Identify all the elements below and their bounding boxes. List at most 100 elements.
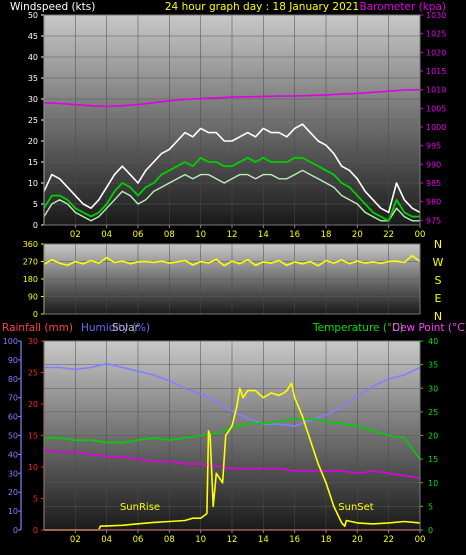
climate-panel-x-ticks: 02 04 06 08 10 12 14 16 18 20 22 00 [70, 530, 425, 545]
chart-title: 24 hour graph day : 18 January 2021 [165, 1, 359, 13]
x-tick-label: 14 [258, 535, 269, 545]
direction-ticks: 0 90 180 270 360 [23, 240, 45, 319]
y-tick-label: 5 [33, 495, 38, 504]
compass-label: E [435, 292, 442, 305]
y-tick-label: 25 [428, 408, 438, 417]
compass-label: W [433, 256, 444, 269]
dew_point-line [43, 448, 421, 479]
y-tick-label: 15 [28, 158, 38, 167]
y-tick-label: 40 [28, 53, 38, 62]
temperature-ticks: 0 5 10 15 20 25 30 35 40 [420, 337, 438, 535]
y-tick-label: 20 [28, 137, 38, 146]
barometer-ticks: 975 980 985 990 995 1000 1005 1010 1015 1020 1025 1… [420, 11, 446, 225]
wind-panel-x-ticks: 02 04 06 08 10 12 14 16 18 20 22 00 [70, 225, 425, 240]
y-tick-label: 50 [8, 432, 18, 441]
y-tick-label: 1005 [426, 104, 446, 113]
windspeed-ticks: 0 5 10 15 20 25 30 35 40 45 50 [28, 11, 45, 230]
wind-panel-frame [43, 14, 421, 226]
sunrise-label: SunRise [120, 502, 160, 513]
y-tick-label: 40 [8, 450, 18, 459]
y-tick-label: 360 [23, 240, 38, 249]
x-tick-label: 08 [164, 230, 175, 240]
y-tick-label: 0 [33, 310, 38, 319]
y-tick-label: 90 [8, 356, 18, 365]
x-tick-label: 14 [258, 230, 269, 240]
direction-series [43, 254, 421, 267]
y-tick-label: 25 [28, 369, 38, 378]
y-tick-label: 60 [8, 413, 18, 422]
y-tick-label: 30 [28, 95, 38, 104]
humidity-ticks: 0 10 20 30 40 50 60 70 80 90 100 [3, 337, 22, 535]
y-tick-label: 1000 [426, 123, 446, 132]
x-tick-label: 10 [195, 230, 206, 240]
solar-legend: Solar [112, 322, 139, 334]
rainfall-ticks: 0 5 10 15 20 25 30 [28, 337, 45, 535]
y-tick-label: 0 [13, 526, 18, 535]
x-tick-label: 12 [227, 230, 238, 240]
y-tick-label: 20 [8, 488, 18, 497]
x-tick-label: 22 [383, 535, 394, 545]
temperature-line [44, 418, 421, 460]
x-tick-label: 18 [321, 535, 332, 545]
y-tick-label: 10 [428, 479, 438, 488]
x-tick-label: 04 [101, 535, 112, 545]
y-tick-label: 45 [28, 32, 38, 41]
average-line [43, 156, 420, 222]
y-tick-label: 985 [426, 179, 441, 188]
x-tick-label: 18 [321, 230, 332, 240]
barometer-line [43, 88, 421, 108]
x-tick-label: 06 [133, 230, 144, 240]
y-tick-label: 30 [28, 337, 38, 346]
y-tick-label: 30 [428, 384, 438, 393]
direction-line [43, 254, 421, 267]
y-tick-label: 10 [28, 463, 38, 472]
y-tick-label: 10 [8, 507, 18, 516]
y-tick-label: 1025 [426, 30, 446, 39]
rainfall-legend: Rainfall (mm) [2, 322, 73, 334]
dew-point-legend: Dew Point (°C) [392, 322, 466, 334]
y-tick-label: 975 [426, 216, 441, 225]
y-tick-label: 15 [28, 432, 38, 441]
x-tick-label: 16 [289, 535, 300, 545]
wind-series [43, 88, 421, 222]
y-tick-label: 0 [33, 526, 38, 535]
y-tick-label: 90 [28, 293, 38, 302]
y-tick-label: 10 [28, 179, 38, 188]
sunset-label: SunSet [338, 502, 374, 513]
y-tick-label: 5 [33, 200, 38, 209]
direction-panel-frame [43, 243, 421, 315]
y-tick-label: 270 [23, 258, 38, 267]
x-tick-label: 04 [101, 230, 112, 240]
y-tick-label: 15 [428, 455, 438, 464]
y-tick-label: 35 [28, 74, 38, 83]
y-tick-label: 1015 [426, 67, 446, 76]
y-tick-label: 30 [8, 469, 18, 478]
x-tick-label: 10 [195, 535, 206, 545]
y-tick-label: 80 [8, 375, 18, 384]
x-tick-label: 20 [352, 535, 363, 545]
y-tick-label: 20 [28, 400, 38, 409]
solar-line [44, 382, 421, 531]
x-tick-label: 16 [289, 230, 300, 240]
humidity-line [44, 362, 421, 427]
x-tick-label: 02 [70, 230, 81, 240]
x-tick-label: 22 [383, 230, 394, 240]
speed-line [43, 169, 420, 222]
y-tick-label: 1010 [426, 86, 446, 95]
compass-label: N [434, 310, 442, 323]
x-tick-label: 00 [415, 230, 426, 240]
y-tick-label: 1020 [426, 48, 446, 57]
compass-label: S [435, 274, 442, 287]
x-tick-label: 06 [133, 535, 144, 545]
x-tick-label: 08 [164, 535, 175, 545]
temperature-legend: Temperature (°C) [312, 322, 404, 334]
y-tick-label: 995 [426, 142, 441, 151]
y-tick-label: 990 [426, 160, 441, 169]
y-tick-label: 20 [428, 432, 438, 441]
y-tick-label: 1030 [426, 11, 446, 20]
y-tick-label: 980 [426, 198, 441, 207]
windspeed-axis-label: Windspeed (kts) [10, 1, 95, 13]
x-tick-label: 20 [352, 230, 363, 240]
x-tick-label: 12 [227, 535, 238, 545]
